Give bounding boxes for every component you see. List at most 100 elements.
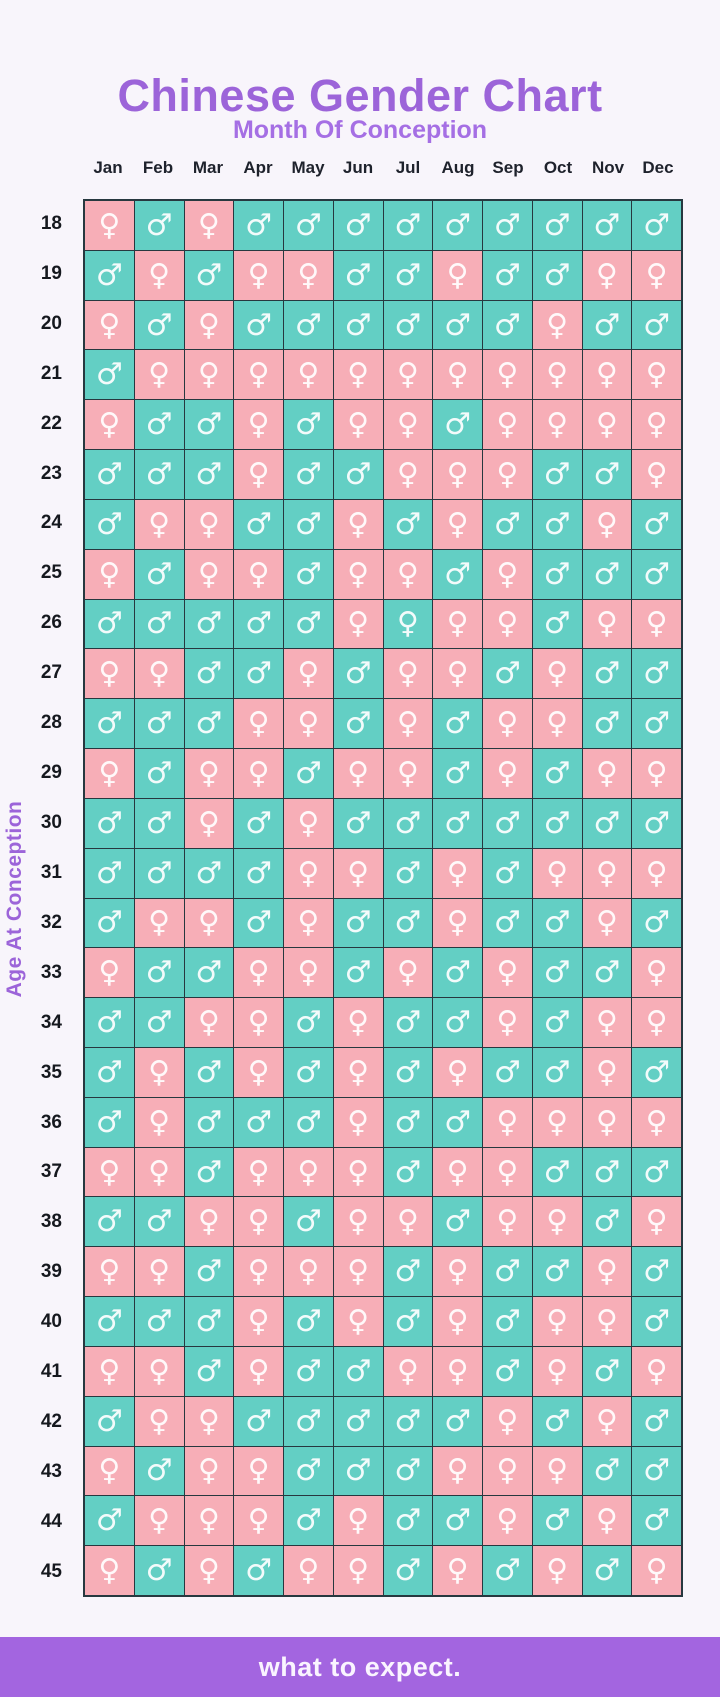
- male-cell-age24-oct: ♂: [532, 499, 582, 549]
- female-cell-age27-feb: ♀: [134, 649, 184, 699]
- female-cell-age26-aug: ♀: [433, 599, 482, 649]
- female-cell-age21-feb: ♀: [134, 350, 184, 400]
- male-cell-age35-jan: ♂: [85, 1047, 134, 1097]
- male-cell-age23-oct: ♂: [532, 450, 582, 499]
- female-cell-age43-aug: ♀: [433, 1446, 482, 1496]
- male-cell-age30-jun: ♂: [333, 798, 383, 848]
- male-cell-age28-dec: ♂: [632, 699, 681, 749]
- age-label-28: 28: [40, 712, 62, 734]
- male-cell-age24-dec: ♂: [632, 499, 681, 549]
- x-axis-title: Month Of Conception: [232, 116, 488, 144]
- female-cell-age43-jan: ♀: [85, 1446, 134, 1496]
- age-label-29: 29: [40, 762, 62, 784]
- male-cell-age22-may: ♂: [284, 400, 333, 450]
- male-cell-age34-may: ♂: [284, 998, 333, 1047]
- female-cell-age24-aug: ♀: [433, 499, 482, 549]
- male-cell-age35-jul: ♂: [383, 1047, 433, 1097]
- female-cell-age37-feb: ♀: [134, 1147, 184, 1197]
- male-cell-age45-jul: ♂: [383, 1546, 433, 1595]
- female-cell-age28-sep: ♀: [483, 699, 532, 749]
- brand-logo: what to expect.: [258, 1651, 462, 1682]
- female-cell-age37-sep: ♀: [483, 1147, 532, 1197]
- male-cell-age26-apr: ♂: [234, 599, 283, 649]
- male-cell-age36-jan: ♂: [85, 1097, 134, 1147]
- male-cell-age25-may: ♂: [284, 549, 333, 599]
- male-cell-age44-may: ♂: [284, 1496, 333, 1546]
- age-label-45: 45: [40, 1560, 62, 1582]
- footer-bar: what to expect.: [0, 1637, 720, 1697]
- male-cell-age43-may: ♂: [284, 1446, 333, 1496]
- male-cell-age19-oct: ♂: [532, 250, 582, 300]
- month-label-jul: Jul: [395, 158, 421, 177]
- female-cell-age34-sep: ♀: [483, 998, 532, 1047]
- male-cell-age23-mar: ♂: [184, 450, 234, 499]
- female-cell-age29-jan: ♀: [85, 749, 134, 798]
- female-cell-age33-dec: ♀: [632, 948, 681, 998]
- female-cell-age23-aug: ♀: [433, 450, 482, 499]
- female-cell-age31-may: ♀: [284, 848, 333, 898]
- month-header-row: Jan Feb Mar Apr May Jun Jul Aug Sep Oct Nov Dec: [83, 154, 683, 182]
- female-cell-age22-dec: ♀: [632, 400, 681, 450]
- age-label-34: 34: [40, 1011, 62, 1033]
- age-label-33: 33: [40, 961, 62, 983]
- male-cell-age20-jul: ♂: [383, 300, 433, 350]
- male-cell-age41-may: ♂: [284, 1346, 333, 1396]
- male-cell-age26-jan: ♂: [85, 599, 134, 649]
- female-cell-age38-jul: ♀: [383, 1197, 433, 1247]
- female-cell-age21-jul: ♀: [383, 350, 433, 400]
- female-cell-age21-sep: ♀: [483, 350, 532, 400]
- male-cell-age20-nov: ♂: [582, 300, 632, 350]
- male-cell-age25-oct: ♂: [532, 549, 582, 599]
- female-cell-age41-dec: ♀: [632, 1346, 681, 1396]
- female-cell-age33-apr: ♀: [234, 948, 283, 998]
- female-cell-age39-apr: ♀: [234, 1247, 283, 1297]
- female-cell-age29-mar: ♀: [184, 749, 234, 798]
- male-cell-age44-oct: ♂: [532, 1496, 582, 1546]
- female-cell-age40-jun: ♀: [333, 1297, 383, 1346]
- age-label-35: 35: [40, 1061, 62, 1083]
- female-cell-age26-jul: ♀: [383, 599, 433, 649]
- age-label-26: 26: [40, 612, 62, 634]
- female-cell-age44-sep: ♀: [483, 1496, 532, 1546]
- male-cell-age25-nov: ♂: [582, 549, 632, 599]
- male-cell-age18-oct: ♂: [532, 201, 582, 250]
- male-cell-age37-mar: ♂: [184, 1147, 234, 1197]
- female-cell-age21-nov: ♀: [582, 350, 632, 400]
- male-cell-age22-feb: ♂: [134, 400, 184, 450]
- male-cell-age23-jun: ♂: [333, 450, 383, 499]
- male-cell-age30-oct: ♂: [532, 798, 582, 848]
- age-label-30: 30: [40, 812, 62, 834]
- male-cell-age43-jun: ♂: [333, 1446, 383, 1496]
- age-label-19: 19: [40, 262, 62, 284]
- female-cell-age38-dec: ♀: [632, 1197, 681, 1247]
- female-cell-age37-jan: ♀: [85, 1147, 134, 1197]
- male-cell-age39-jul: ♂: [383, 1247, 433, 1297]
- month-label-aug: Aug: [441, 158, 475, 177]
- male-cell-age38-may: ♂: [284, 1197, 333, 1247]
- female-cell-age45-may: ♀: [284, 1546, 333, 1595]
- female-cell-age33-jul: ♀: [383, 948, 433, 998]
- female-cell-age45-aug: ♀: [433, 1546, 482, 1595]
- female-cell-age40-oct: ♀: [532, 1297, 582, 1346]
- male-cell-age33-jun: ♂: [333, 948, 383, 998]
- female-cell-age44-feb: ♀: [134, 1496, 184, 1546]
- male-cell-age39-dec: ♂: [632, 1247, 681, 1297]
- male-cell-age27-nov: ♂: [582, 649, 632, 699]
- female-cell-age41-oct: ♀: [532, 1346, 582, 1396]
- male-cell-age30-sep: ♂: [483, 798, 532, 848]
- male-cell-age24-may: ♂: [284, 499, 333, 549]
- female-cell-age36-sep: ♀: [483, 1097, 532, 1147]
- female-cell-age20-jan: ♀: [85, 300, 134, 350]
- male-cell-age31-feb: ♂: [134, 848, 184, 898]
- male-cell-age42-jun: ♂: [333, 1396, 383, 1446]
- male-cell-age19-mar: ♂: [184, 250, 234, 300]
- female-cell-age36-oct: ♀: [532, 1097, 582, 1147]
- male-cell-age26-oct: ♂: [532, 599, 582, 649]
- age-label-37: 37: [40, 1161, 62, 1183]
- female-cell-age32-nov: ♀: [582, 898, 632, 948]
- male-cell-age43-nov: ♂: [582, 1446, 632, 1496]
- female-cell-age25-apr: ♀: [234, 549, 283, 599]
- female-cell-age36-jun: ♀: [333, 1097, 383, 1147]
- month-label-may: May: [291, 158, 325, 177]
- female-cell-age44-mar: ♀: [184, 1496, 234, 1546]
